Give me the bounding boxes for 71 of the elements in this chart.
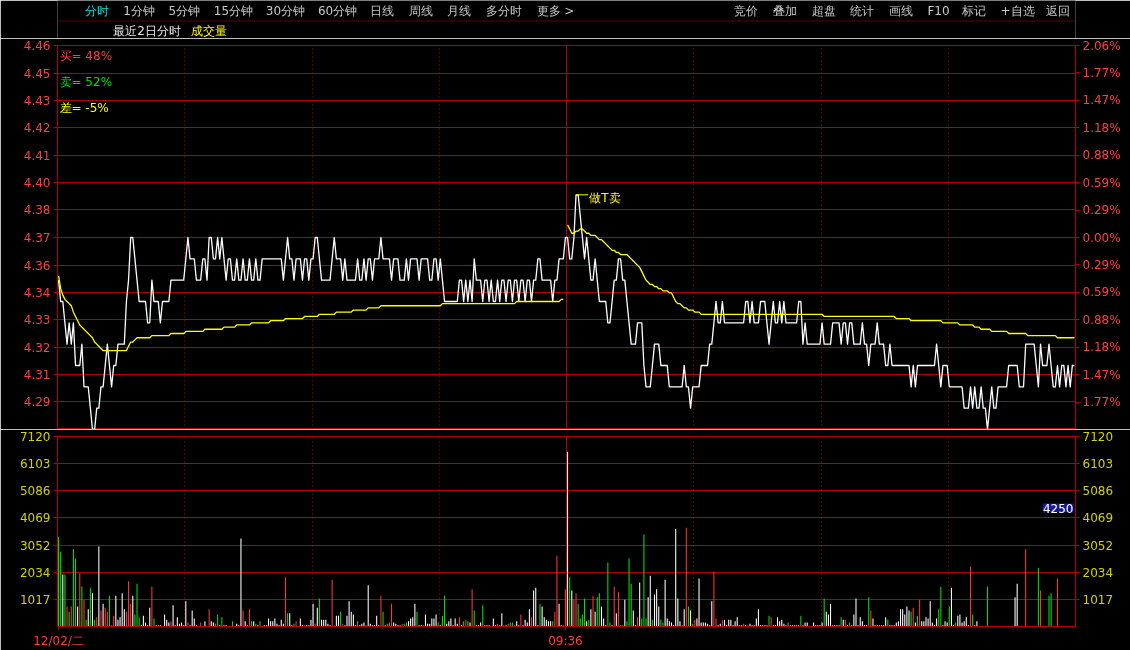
text: 返回	[1045, 3, 1070, 18]
y2-tick-label: 0.29%	[1082, 257, 1121, 272]
y-tick-label: 4.32	[23, 340, 51, 355]
text: F10	[927, 3, 950, 18]
y-tick-label: 4.42	[23, 121, 51, 136]
y2-tick-label: 1017	[1082, 592, 1114, 607]
y2-tick-label: 1.77%	[1082, 395, 1121, 410]
y2-tick-label: 6103	[1082, 457, 1114, 472]
y-tick-label: 5086	[19, 484, 51, 499]
text: 多分时	[485, 3, 522, 18]
y-tick-label: 2034	[19, 565, 51, 580]
y2-tick-label: 1.47%	[1082, 367, 1121, 382]
y2-tick-label: 2034	[1082, 565, 1114, 580]
y2-tick-label: 1.18%	[1082, 120, 1121, 135]
y-tick-label: 4.40	[23, 176, 51, 191]
y-tick-label: 4069	[19, 511, 51, 526]
text: 分时	[84, 3, 109, 18]
y2-tick-label: 1.77%	[1082, 65, 1121, 80]
y2-tick-label: 0.29%	[1082, 203, 1121, 218]
annotation: 差= -5%	[59, 100, 109, 115]
x-tick-label: 12/02/二	[33, 633, 84, 648]
text: 统计	[850, 3, 875, 18]
y-tick-label: 4.36	[23, 258, 51, 273]
text: 标记	[960, 3, 986, 18]
y2-tick-label: 2.06%	[1082, 38, 1121, 53]
text: +自选	[1000, 3, 1035, 18]
text: 30分钟	[265, 3, 306, 18]
y2-tick-label: 0.88%	[1082, 148, 1121, 163]
text: 竞价	[734, 3, 759, 18]
y-tick-label: 1017	[19, 592, 51, 607]
y-tick-label: 4.41	[23, 148, 51, 163]
y2-tick-label: 3052	[1082, 538, 1114, 553]
y2-tick-label: 7120	[1082, 430, 1114, 444]
y2-tick-label: 0.88%	[1082, 312, 1121, 327]
y2-tick-label: 0.59%	[1082, 285, 1121, 300]
text: 15分钟	[213, 3, 254, 18]
y-tick-label: 4.33	[23, 313, 51, 328]
x-tick-label: 09:36	[548, 633, 583, 648]
y2-tick-label: 0.59%	[1082, 175, 1121, 190]
text: 月线	[447, 3, 472, 18]
y2-tick-label: 4069	[1082, 511, 1114, 526]
annotation: 做T卖	[589, 190, 621, 205]
y-tick-label: 4.46	[23, 39, 51, 53]
y-tick-label: 6103	[19, 457, 51, 472]
y-tick-label: 4.45	[23, 66, 51, 81]
text: 成交量	[191, 23, 228, 38]
y2-tick-label: 1.47%	[1082, 93, 1121, 108]
text: 周线	[408, 3, 433, 18]
y-tick-label: 7120	[19, 430, 51, 444]
y2-tick-label: 1.18%	[1082, 340, 1121, 355]
text: 超盘	[811, 3, 836, 18]
y-tick-label: 4.31	[23, 368, 51, 383]
y2-tick-label: 5086	[1082, 484, 1114, 499]
text: 最近2日分时	[113, 23, 181, 38]
text: 1分钟	[123, 3, 155, 18]
text: 5分钟	[168, 3, 201, 18]
annotation: 买= 48%	[59, 48, 113, 63]
text: 60分钟	[317, 3, 358, 18]
text: 更多 >	[536, 3, 575, 18]
text: 叠加	[772, 3, 797, 18]
y-tick-label: 4.43	[23, 93, 51, 108]
y-tick-label: 3052	[19, 538, 51, 553]
y-tick-label: 4.34	[23, 285, 51, 300]
y-tick-label: 4.37	[23, 231, 51, 245]
text: 画线	[888, 3, 913, 18]
y-tick-label: 4.29	[23, 395, 51, 410]
annotation: 4250	[1042, 501, 1074, 516]
y-tick-label: 4.38	[23, 203, 51, 218]
text: 日线	[369, 3, 394, 18]
annotation: 卖= 52%	[59, 74, 113, 89]
y2-tick-label: 0.00%	[1082, 230, 1121, 245]
